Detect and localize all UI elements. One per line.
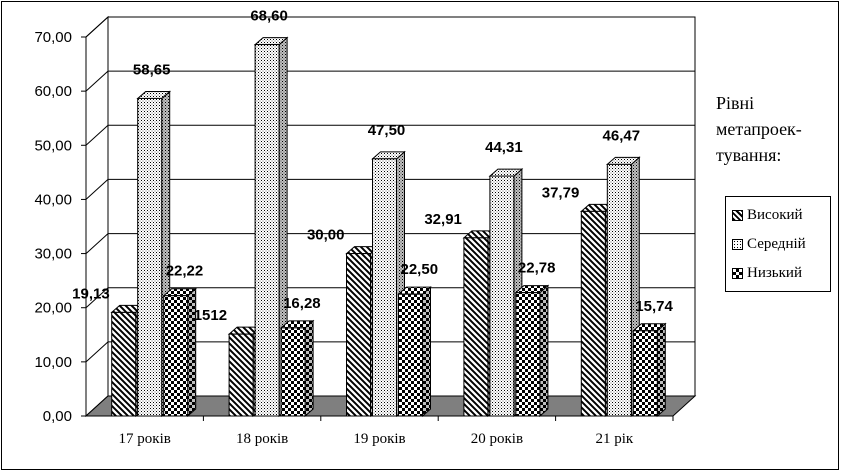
- y-tick-label: 40,00: [34, 191, 72, 208]
- x-tick-label: 20 років: [471, 431, 523, 447]
- bar-side-shade: [657, 323, 666, 416]
- bar-front: [515, 292, 541, 417]
- data-label: 22,78: [518, 260, 556, 277]
- bar-front: [137, 97, 163, 417]
- bar-front: [111, 311, 137, 417]
- bar: [253, 36, 289, 418]
- legend-item: Низький: [732, 263, 802, 283]
- bar: [631, 322, 667, 418]
- legend-label: Середній: [747, 235, 806, 252]
- bar-side-shade: [305, 320, 314, 416]
- y-tick-label: 30,00: [34, 246, 72, 263]
- y-tick-label: 50,00: [34, 137, 72, 154]
- bar-front: [606, 163, 632, 417]
- bar-side-shade: [422, 287, 431, 416]
- data-label: 15,74: [635, 298, 673, 315]
- bar-front: [163, 295, 189, 417]
- data-label: 47,50: [368, 122, 406, 139]
- bar-front: [463, 237, 489, 417]
- bar-front: [254, 44, 280, 417]
- bars: [110, 36, 667, 418]
- x-tick-label: 19 років: [353, 431, 405, 447]
- bar-side-shade: [187, 288, 196, 416]
- axes: 0,00 10,00 20,00 30,00 40,00 50,00 60,00 70,00 1…: [34, 29, 674, 447]
- data-label: 58,65: [133, 61, 171, 78]
- bar-front: [372, 158, 397, 417]
- legend: Високий Середній Низький: [725, 196, 831, 292]
- data-label: 68,60: [250, 8, 288, 25]
- gridline-side: [85, 233, 109, 254]
- legend-swatch: [732, 209, 743, 221]
- y-tick-label: 10,00: [34, 354, 72, 371]
- bar-front: [398, 293, 423, 417]
- gridline-side: [85, 287, 109, 309]
- bar-front: [632, 330, 658, 417]
- data-label: 44,31: [485, 139, 523, 156]
- data-label: 1512: [194, 307, 227, 324]
- x-tick-label: 17 років: [119, 431, 171, 447]
- bar-front: [346, 253, 371, 417]
- legend-swatch: [732, 267, 743, 279]
- gridline-side: [85, 179, 109, 200]
- data-label: 30,00: [307, 227, 345, 244]
- x-tick-label: 21 рік: [595, 431, 633, 447]
- bar: [162, 287, 198, 418]
- bar: [397, 286, 432, 418]
- data-label: 16,28: [283, 295, 321, 312]
- bar: [514, 284, 550, 418]
- gridline-side: [85, 124, 109, 146]
- data-label: 22,50: [401, 261, 439, 278]
- side-wall: [85, 15, 109, 418]
- data-label: 37,79: [542, 184, 580, 201]
- y-tick-label: 70,00: [34, 29, 72, 46]
- gridline-side: [85, 16, 109, 38]
- data-label: 19,13: [72, 285, 110, 302]
- bar-side-shade: [279, 37, 288, 416]
- legend-swatch: [732, 238, 743, 250]
- x-tick-label: 18 років: [236, 431, 288, 447]
- y-tick-label: 20,00: [34, 300, 72, 317]
- gridline-side: [85, 341, 109, 363]
- bar-front: [228, 333, 254, 417]
- data-label: 22,22: [166, 263, 204, 280]
- legend-item: Високий: [732, 205, 803, 225]
- bar-front: [280, 327, 306, 417]
- data-label: 46,47: [603, 127, 641, 144]
- bar: [279, 319, 315, 418]
- data-labels: 19,13 58,65 22,22 1512 68,60 16,28 30,00 47,50 2…: [72, 8, 673, 325]
- data-label: 32,91: [424, 211, 462, 228]
- legend-label: Низький: [747, 264, 802, 281]
- y-tick-label: 60,00: [34, 83, 72, 100]
- legend-item: Середній: [732, 234, 806, 254]
- bar-side-shade: [539, 285, 548, 416]
- y-tick-label: 0,00: [43, 408, 72, 425]
- bar-front: [489, 175, 515, 417]
- bar-front: [580, 210, 606, 417]
- gridline-side: [85, 70, 109, 92]
- legend-title: Рівні метапроек- тування:: [716, 93, 802, 165]
- legend-label: Високий: [747, 206, 803, 223]
